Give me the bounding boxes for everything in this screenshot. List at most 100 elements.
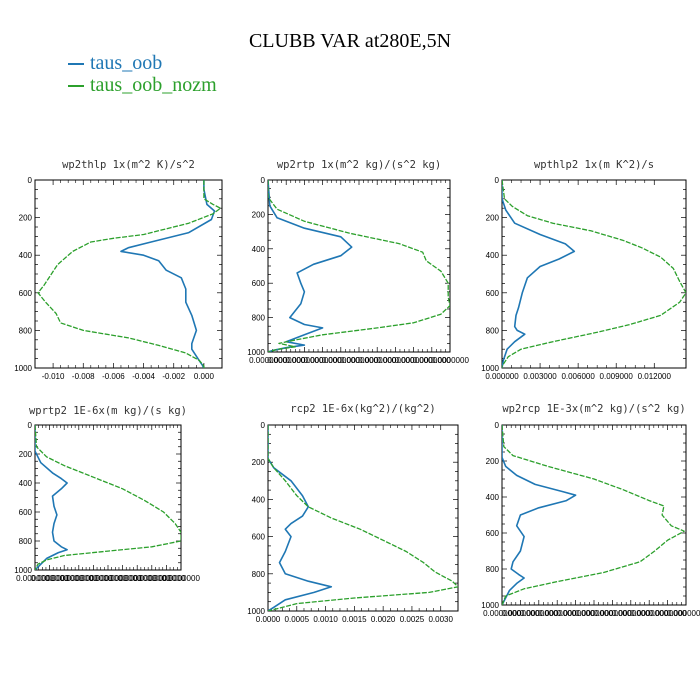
- x-tick-label: 0.0000000: [322, 356, 360, 365]
- y-tick-label: 600: [252, 533, 266, 542]
- x-tick-label: 0.0020: [371, 615, 396, 624]
- x-tick-label: 0.0000000: [630, 609, 668, 618]
- series-line-taus-oob-nozm: [37, 180, 222, 368]
- series-line-taus-oob: [502, 180, 576, 368]
- x-tick-label: 0.0000: [256, 615, 281, 624]
- x-tick-label: 0.0000000: [483, 609, 521, 618]
- x-tick-label: 0.0000000: [431, 356, 469, 365]
- x-tick-label: 0.0000000: [118, 574, 156, 583]
- panel-6: wp2rcp 1E-3x(m^2 kg)/(s^2 kg)0 200 400 600 8…: [481, 403, 700, 618]
- x-tick-label: 0.0000000: [612, 609, 650, 618]
- y-tick-label: 0: [261, 421, 266, 430]
- x-tick-label: 0.0000000: [667, 609, 700, 618]
- x-tick-label: -0.006: [102, 372, 125, 381]
- series-line-taus-oob: [502, 425, 577, 605]
- x-tick-label: 0.0000000: [45, 574, 83, 583]
- panel-title: wp2rcp 1E-3x(m^2 kg)/(s^2 kg): [502, 403, 685, 415]
- series-line-taus-oob-nozm: [502, 425, 685, 605]
- y-tick-label: 400: [252, 495, 266, 504]
- x-tick-label: 0.0000000: [376, 356, 414, 365]
- x-tick-label: 0.012000: [638, 372, 672, 381]
- series-line-taus-oob-nozm: [268, 425, 458, 611]
- x-tick-label: 0.0000000: [31, 574, 69, 583]
- y-tick-label: 1000: [481, 364, 499, 373]
- x-tick-label: 0.0000000: [147, 574, 185, 583]
- x-tick-label: -0.010: [42, 372, 65, 381]
- plot-frame: [501, 179, 687, 369]
- panel-title: wp2thlp 1x(m^2 K)/s^2: [62, 159, 195, 171]
- series-line-taus-oob: [268, 425, 333, 611]
- y-tick-label: 800: [252, 314, 266, 323]
- x-tick-label: 0.0000000: [133, 574, 171, 583]
- y-tick-label: 400: [486, 251, 500, 260]
- panel-2: wp2rtp 1x(m^2 kg)/(s^2 kg) 0 200 400 600 800 1…: [247, 159, 469, 365]
- x-tick-label: 0.0000000: [649, 609, 687, 618]
- x-tick-label: 0.000: [194, 372, 215, 381]
- y-tick-label: 400: [19, 251, 33, 260]
- legend-item-taus-oob-nozm: taus_oob_nozm: [68, 74, 217, 97]
- legend-swatch-taus-oob-nozm: [68, 85, 84, 88]
- series-line-taus-oob-nozm: [35, 425, 181, 570]
- x-tick-label: 0.0000000: [162, 574, 200, 583]
- x-tick-label: -0.008: [72, 372, 95, 381]
- x-tick-label: 0.0000000: [395, 356, 433, 365]
- y-tick-label: 200: [252, 210, 266, 219]
- x-tick-label: 0.0015: [342, 615, 367, 624]
- x-tick-label: 0.0025: [400, 615, 425, 624]
- series-line-taus-oob-nozm: [502, 180, 686, 368]
- x-tick-label: 0.0000000: [89, 574, 127, 583]
- panel-title: wp2rtp 1x(m^2 kg)/(s^2 kg): [277, 159, 441, 171]
- y-tick-label: 1000: [247, 348, 265, 357]
- y-tick-label: 800: [19, 537, 33, 546]
- y-tick-label: 0: [495, 176, 500, 185]
- y-tick-label: 0: [28, 176, 33, 185]
- series-line-taus-oob: [35, 425, 68, 570]
- y-tick-label: 0: [495, 421, 500, 430]
- x-tick-label: 0.0000000: [575, 609, 613, 618]
- y-tick-label: 200: [252, 458, 266, 467]
- x-tick-label: 0.003000: [523, 372, 557, 381]
- x-tick-label: 0.0000000: [501, 609, 539, 618]
- plot-frame: [267, 179, 451, 353]
- x-tick-label: 0.0000000: [358, 356, 396, 365]
- x-tick-label: 0.0000000: [104, 574, 142, 583]
- y-tick-label: 800: [486, 326, 500, 335]
- x-tick-label: 0.0000000: [249, 356, 287, 365]
- x-tick-label: 0.0000000: [285, 356, 323, 365]
- x-tick-label: 0.0005: [285, 615, 310, 624]
- panel-4: wprtp2 1E-6x(m kg)/(s kg) 0 200 400 600 800 10…: [14, 405, 200, 583]
- x-tick-label: 0.0000000: [60, 574, 98, 583]
- y-tick-label: 0: [28, 421, 33, 430]
- y-tick-label: 800: [486, 565, 500, 574]
- y-tick-label: 600: [486, 289, 500, 298]
- y-tick-label: 200: [19, 214, 33, 223]
- x-tick-label: 0.0000000: [593, 609, 631, 618]
- x-tick-label: 0.0000000: [538, 609, 576, 618]
- y-tick-label: 600: [252, 279, 266, 288]
- y-tick-label: 600: [19, 289, 33, 298]
- x-tick-label: 0.0000000: [520, 609, 558, 618]
- legend-label-taus-oob: taus_oob: [90, 52, 163, 74]
- x-tick-label: 0.0000000: [74, 574, 112, 583]
- plot-frame: [267, 424, 459, 612]
- legend-item-taus-oob: taus_oob: [68, 52, 162, 75]
- x-tick-label: 0.0010: [313, 615, 338, 624]
- series-line-taus-oob: [120, 180, 216, 368]
- x-tick-label: 0.000000: [485, 372, 519, 381]
- y-tick-label: 600: [19, 508, 33, 517]
- series-line-taus-oob-nozm: [268, 180, 450, 352]
- legend-label-taus-oob-nozm: taus_oob_nozm: [90, 74, 217, 96]
- x-tick-label: 0.0000000: [304, 356, 342, 365]
- panel-title: rcp2 1E-6x(kg^2)/(kg^2): [290, 403, 435, 415]
- y-tick-label: 400: [252, 245, 266, 254]
- y-tick-label: 0: [261, 176, 266, 185]
- panel-title: wpthlp2 1x(m K^2)/s: [534, 159, 654, 171]
- x-tick-label: 0.0000000: [557, 609, 595, 618]
- x-tick-label: -0.004: [132, 372, 155, 381]
- y-tick-label: 1000: [14, 566, 32, 575]
- y-tick-label: 800: [19, 326, 33, 335]
- panel-3: wpthlp2 1x(m K^2)/s020040060080010000.00…: [481, 159, 687, 381]
- y-tick-label: 200: [19, 450, 33, 459]
- x-tick-label: 0.006000: [561, 372, 595, 381]
